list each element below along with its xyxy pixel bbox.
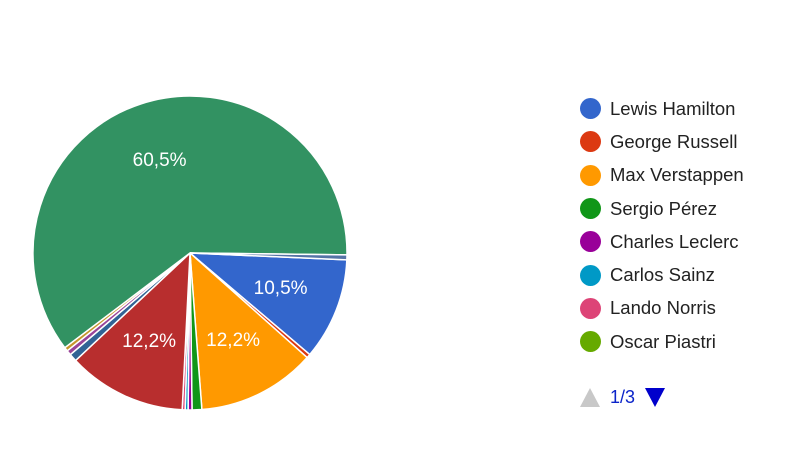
legend-pager: 1/3	[580, 387, 666, 408]
pie-slices	[32, 95, 348, 411]
slice-data-label: 12,2%	[122, 331, 176, 352]
slice-data-label: 10,5%	[254, 278, 308, 299]
legend-label: Sergio Pérez	[610, 197, 717, 219]
slice-data-label: 12,2%	[206, 330, 260, 351]
legend-swatch-icon	[580, 98, 601, 120]
pie-slice-series-13[interactable]	[189, 252, 348, 261]
legend-swatch-icon	[580, 164, 601, 186]
legend-item-george-russell[interactable]: George Russell	[580, 125, 744, 158]
pie-slice-lewis-hamilton[interactable]	[187, 252, 348, 356]
legend-item-lewis-hamilton[interactable]: Lewis Hamilton	[580, 92, 744, 125]
legend-swatch-icon	[580, 131, 601, 153]
pie-slice-series-12[interactable]	[32, 95, 348, 349]
legend-item-sergio-perez[interactable]: Sergio Pérez	[580, 192, 744, 225]
legend-label: Lando Norris	[610, 297, 716, 319]
legend-item-max-verstappen[interactable]: Max Verstappen	[580, 159, 744, 192]
legend-swatch-icon	[580, 198, 601, 220]
legend-item-carlos-sainz[interactable]: Carlos Sainz	[580, 258, 744, 291]
legend-swatch-icon	[580, 331, 601, 353]
pager-page-indicator: 1/3	[610, 387, 636, 407]
legend-label: Max Verstappen	[610, 164, 744, 186]
legend-swatch-icon	[580, 231, 601, 253]
triangle-up-icon[interactable]	[580, 388, 600, 407]
legend-label: Lewis Hamilton	[610, 97, 736, 119]
legend-label: Oscar Piastri	[610, 330, 716, 352]
legend-item-charles-leclerc[interactable]: Charles Leclerc	[580, 225, 744, 258]
triangle-down-icon[interactable]	[645, 388, 666, 407]
pie-slice-series-8[interactable]	[74, 251, 191, 411]
slice-data-label: 60,5%	[133, 150, 187, 171]
legend-swatch-icon	[580, 264, 601, 286]
legend-label: Carlos Sainz	[610, 264, 715, 286]
legend-item-lando-norris[interactable]: Lando Norris	[580, 292, 744, 325]
pie-slice-labels: 10,5% 12,2% 12,2% 60,5%	[122, 150, 307, 352]
legend: Lewis Hamilton George Russell Max Versta…	[580, 92, 744, 358]
pie-slice-max-verstappen[interactable]	[189, 251, 309, 411]
legend-label: Charles Leclerc	[610, 230, 739, 252]
legend-swatch-icon	[580, 297, 601, 319]
legend-item-oscar-piastri[interactable]: Oscar Piastri	[580, 325, 744, 358]
legend-label: George Russell	[610, 130, 738, 152]
